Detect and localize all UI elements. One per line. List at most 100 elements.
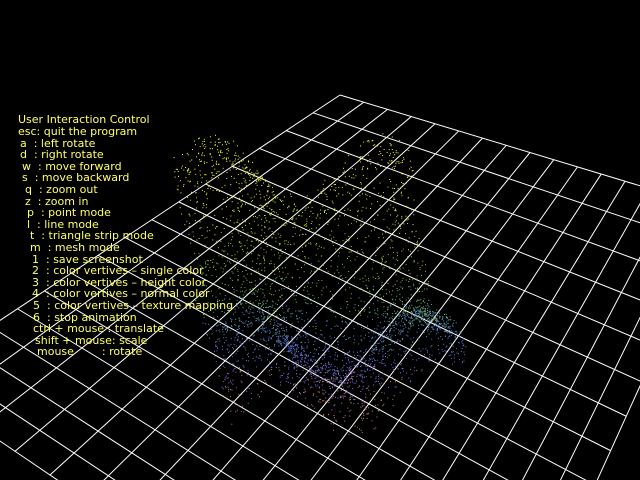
point bbox=[260, 332, 262, 334]
point bbox=[352, 375, 354, 377]
point bbox=[409, 353, 411, 355]
point bbox=[272, 270, 274, 271]
point bbox=[274, 218, 276, 219]
point bbox=[392, 325, 394, 327]
point bbox=[234, 339, 236, 341]
point bbox=[240, 410, 242, 412]
point bbox=[307, 339, 309, 341]
point bbox=[255, 182, 257, 184]
point bbox=[419, 321, 421, 323]
point bbox=[333, 369, 335, 370]
point bbox=[413, 324, 415, 326]
point bbox=[201, 285, 203, 287]
point bbox=[396, 280, 398, 282]
point bbox=[240, 343, 242, 345]
point bbox=[331, 393, 333, 395]
point bbox=[295, 301, 297, 303]
point bbox=[242, 152, 244, 154]
point bbox=[337, 325, 339, 327]
point bbox=[301, 233, 303, 235]
point bbox=[458, 353, 459, 355]
point bbox=[330, 396, 332, 398]
point bbox=[321, 378, 323, 380]
point bbox=[323, 400, 325, 402]
point bbox=[247, 232, 249, 234]
point bbox=[340, 390, 342, 391]
point bbox=[385, 345, 387, 346]
point bbox=[336, 347, 338, 349]
point bbox=[388, 208, 390, 210]
point bbox=[402, 311, 404, 313]
point bbox=[245, 182, 247, 184]
point bbox=[294, 292, 296, 293]
point bbox=[186, 170, 188, 172]
point bbox=[229, 169, 231, 171]
point bbox=[238, 328, 240, 329]
point bbox=[346, 377, 348, 379]
point bbox=[201, 154, 203, 156]
point bbox=[312, 356, 314, 358]
point bbox=[213, 267, 214, 269]
point bbox=[304, 361, 306, 363]
point bbox=[422, 301, 424, 302]
point bbox=[279, 275, 281, 277]
point bbox=[275, 332, 277, 334]
point bbox=[405, 263, 407, 265]
point bbox=[362, 377, 364, 379]
point bbox=[391, 149, 393, 150]
point bbox=[239, 319, 241, 321]
point bbox=[412, 279, 414, 281]
point bbox=[428, 359, 430, 361]
point bbox=[275, 367, 277, 368]
point bbox=[357, 250, 359, 252]
point bbox=[369, 195, 371, 197]
point bbox=[451, 350, 453, 352]
point bbox=[234, 308, 236, 310]
point bbox=[340, 379, 342, 381]
point bbox=[387, 336, 389, 338]
point bbox=[454, 330, 456, 332]
point bbox=[218, 163, 219, 165]
point bbox=[394, 154, 396, 156]
point bbox=[342, 172, 344, 173]
point bbox=[278, 257, 280, 259]
point bbox=[277, 323, 279, 325]
point bbox=[460, 332, 462, 334]
point bbox=[312, 405, 314, 407]
point bbox=[324, 368, 326, 370]
point bbox=[369, 159, 371, 160]
point bbox=[421, 314, 423, 316]
point bbox=[308, 257, 310, 259]
point bbox=[323, 211, 325, 213]
point bbox=[258, 263, 260, 265]
point bbox=[407, 313, 409, 315]
point bbox=[225, 337, 227, 339]
point bbox=[291, 322, 293, 324]
point bbox=[310, 287, 312, 289]
point bbox=[384, 320, 386, 322]
point bbox=[188, 222, 190, 224]
point bbox=[293, 345, 295, 347]
point bbox=[254, 360, 256, 362]
help-line: 5 : color vertives – texture mapping bbox=[33, 299, 234, 312]
point bbox=[214, 282, 216, 283]
point bbox=[361, 340, 363, 342]
point bbox=[370, 230, 372, 232]
point bbox=[319, 399, 321, 401]
point bbox=[355, 364, 357, 366]
point bbox=[392, 151, 394, 153]
grid-line bbox=[482, 202, 640, 480]
point bbox=[309, 325, 311, 327]
point bbox=[350, 395, 352, 397]
point bbox=[359, 161, 361, 163]
point bbox=[275, 237, 277, 239]
point bbox=[350, 246, 352, 248]
point bbox=[239, 223, 241, 225]
point bbox=[318, 337, 320, 339]
point bbox=[420, 311, 422, 313]
point bbox=[307, 378, 309, 380]
point bbox=[375, 427, 377, 429]
point bbox=[321, 367, 323, 369]
point bbox=[266, 330, 268, 332]
point bbox=[408, 270, 410, 271]
